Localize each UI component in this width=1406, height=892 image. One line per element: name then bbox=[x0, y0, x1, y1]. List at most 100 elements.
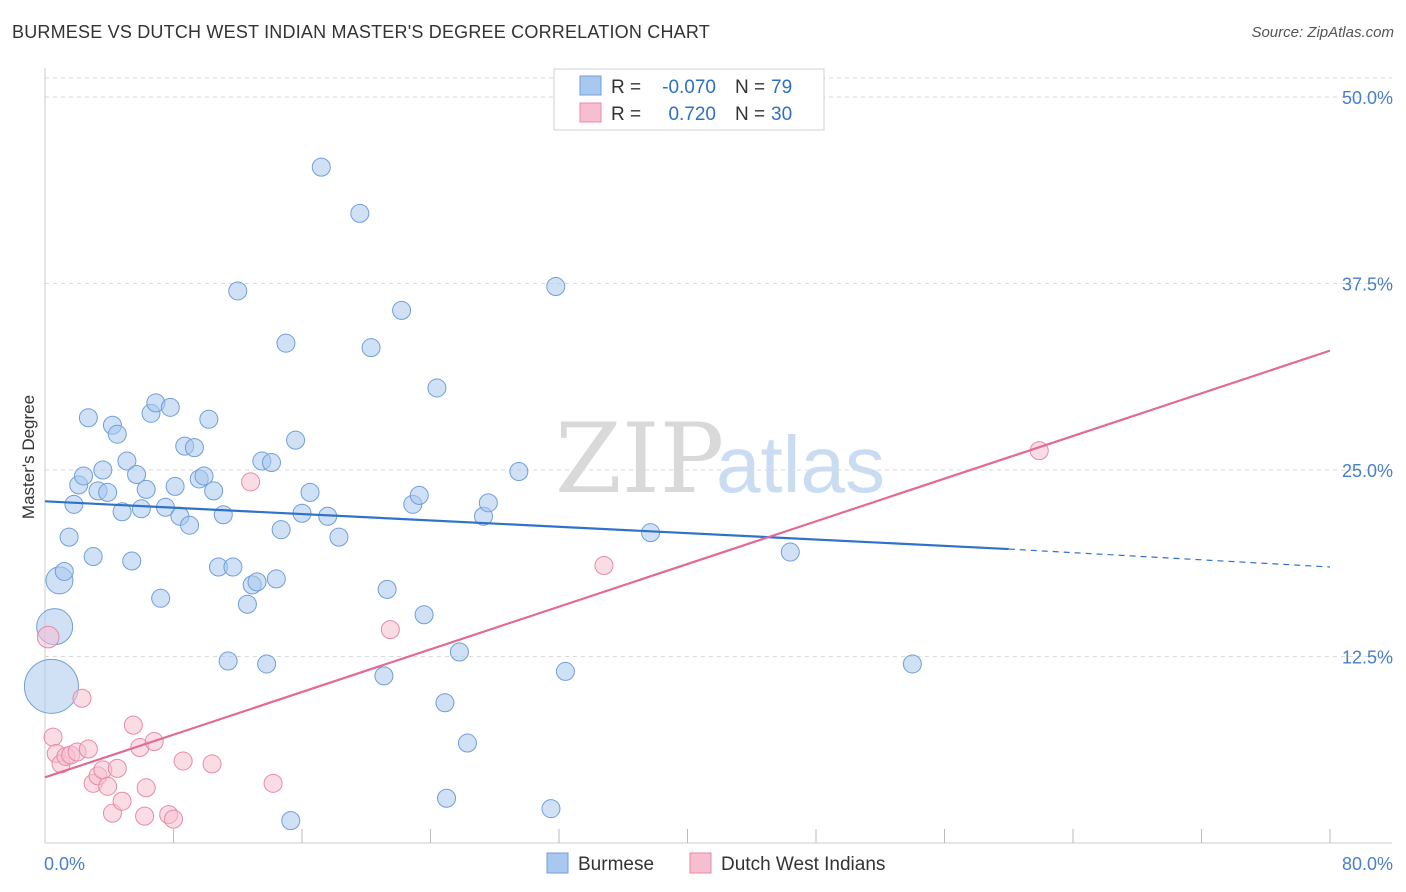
dutch-west-indian-point-0 bbox=[36, 625, 60, 649]
burmese-point-18 bbox=[127, 464, 147, 484]
trend-lines bbox=[44, 349, 1331, 779]
burmese-point-40 bbox=[237, 594, 257, 614]
burmese-point-72 bbox=[541, 799, 561, 819]
burmese-point-53 bbox=[311, 157, 331, 177]
dutch-west-indian-point-27 bbox=[380, 620, 400, 640]
y-tick-label-3: 50.0% bbox=[1342, 88, 1393, 108]
dutch-west-indian-point-23 bbox=[173, 751, 193, 771]
burmese-point-17 bbox=[122, 551, 142, 571]
legend-r-label-2: R = bbox=[611, 104, 641, 125]
source-label: Source: ZipAtlas.com bbox=[1251, 24, 1394, 41]
burmese-point-62 bbox=[409, 485, 429, 505]
dutch-west-indian-trend-line bbox=[44, 349, 1331, 779]
legend-n-label-2: N = bbox=[735, 104, 765, 125]
y-tick-label-2: 37.5% bbox=[1342, 275, 1393, 295]
dutch-west-indian-points bbox=[36, 441, 1049, 829]
burmese-point-0 bbox=[23, 658, 79, 714]
dutch-west-indian-point-24 bbox=[202, 754, 222, 774]
legend-n-value-2: 30 bbox=[771, 104, 792, 125]
burmese-point-68 bbox=[457, 733, 477, 753]
dutch-west-indian-point-16 bbox=[123, 715, 143, 735]
burmese-point-8 bbox=[78, 408, 98, 428]
legend-n-label-1: N = bbox=[735, 77, 765, 98]
burmese-point-30 bbox=[184, 438, 204, 458]
stats-legend: R = -0.070 N = 79 R = 0.720 N = 30 bbox=[553, 68, 825, 131]
y-axis-label: Master's Degree bbox=[19, 395, 38, 519]
burmese-points bbox=[23, 157, 922, 831]
dutch-west-indian-point-22 bbox=[164, 809, 183, 829]
burmese-point-52 bbox=[300, 482, 320, 502]
burmese-point-38 bbox=[223, 557, 243, 577]
burmese-point-55 bbox=[329, 527, 349, 547]
burmese-point-26 bbox=[165, 476, 185, 496]
dutch-west-indian-point-7 bbox=[72, 688, 92, 708]
burmese-point-45 bbox=[261, 453, 281, 473]
x-tick-label-0: 0.0% bbox=[44, 854, 85, 874]
burmese-point-74 bbox=[555, 661, 575, 681]
dutch-west-indian-point-14 bbox=[107, 758, 127, 778]
series-legend: Burmese Dutch West Indians bbox=[546, 852, 885, 875]
legend-n-value-1: 79 bbox=[771, 77, 792, 98]
dutch-west-indian-point-8 bbox=[78, 739, 98, 759]
burmese-point-67 bbox=[449, 642, 469, 662]
burmese-point-3 bbox=[54, 561, 74, 581]
bottom-legend-label-burmese: Burmese bbox=[578, 854, 654, 875]
burmese-point-47 bbox=[271, 520, 291, 540]
burmese-point-14 bbox=[107, 424, 127, 444]
watermark-atlas: atlas bbox=[716, 420, 885, 509]
burmese-point-34 bbox=[204, 481, 224, 501]
dutch-west-indian-point-12 bbox=[98, 776, 118, 796]
legend-swatch-dutch-west-indians bbox=[579, 102, 602, 123]
burmese-point-70 bbox=[478, 493, 498, 513]
burmese-point-73 bbox=[546, 276, 566, 296]
legend-r-label-1: R = bbox=[611, 77, 641, 98]
burmese-point-9 bbox=[83, 547, 103, 567]
burmese-point-32 bbox=[194, 466, 214, 486]
burmese-point-33 bbox=[199, 409, 219, 429]
burmese-point-16 bbox=[117, 451, 137, 471]
burmese-point-63 bbox=[414, 605, 434, 625]
burmese-point-12 bbox=[98, 482, 118, 502]
x-tick-label-1: 80.0% bbox=[1342, 854, 1393, 874]
burmese-point-5 bbox=[64, 494, 84, 514]
burmese-point-36 bbox=[213, 505, 233, 525]
x-tick-labels: 0.0% 80.0% bbox=[44, 854, 1393, 874]
burmese-point-44 bbox=[257, 654, 277, 674]
dutch-west-indian-point-18 bbox=[135, 806, 155, 826]
dutch-west-indian-point-19 bbox=[136, 778, 156, 798]
burmese-point-60 bbox=[392, 300, 412, 320]
burmese-point-76 bbox=[780, 542, 800, 562]
burmese-point-11 bbox=[93, 460, 113, 480]
burmese-trend-line bbox=[44, 500, 1009, 551]
burmese-point-23 bbox=[151, 588, 171, 608]
burmese-point-19 bbox=[131, 499, 151, 519]
burmese-point-15 bbox=[112, 502, 132, 522]
burmese-point-56 bbox=[350, 203, 370, 223]
burmese-point-71 bbox=[509, 461, 529, 481]
dutch-west-indian-point-15 bbox=[112, 791, 132, 811]
legend-r-value-1: -0.070 bbox=[662, 77, 716, 98]
burmese-point-20 bbox=[136, 479, 156, 499]
burmese-point-25 bbox=[160, 397, 180, 417]
burmese-trend-line-extension bbox=[1008, 548, 1331, 568]
burmese-point-59 bbox=[377, 579, 397, 599]
burmese-point-37 bbox=[218, 651, 238, 671]
bottom-legend-label-dutch-west-indians: Dutch West Indians bbox=[721, 854, 885, 875]
y-tick-label-0: 12.5% bbox=[1342, 648, 1393, 668]
bottom-legend-swatch-dutch-west-indians bbox=[689, 852, 712, 874]
y-tick-label-1: 25.0% bbox=[1342, 461, 1393, 481]
burmese-point-48 bbox=[276, 333, 296, 353]
chart-title: BURMESE VS DUTCH WEST INDIAN MASTER'S DE… bbox=[12, 22, 710, 42]
axes bbox=[44, 68, 1392, 844]
legend-r-value-2: 0.720 bbox=[668, 104, 716, 125]
burmese-point-29 bbox=[180, 515, 200, 535]
burmese-point-4 bbox=[59, 527, 79, 547]
burmese-point-64 bbox=[427, 378, 447, 398]
watermark-zip: ZIP bbox=[555, 403, 724, 515]
burmese-point-46 bbox=[266, 569, 286, 589]
dutch-west-indian-point-28 bbox=[594, 555, 614, 575]
burmese-point-39 bbox=[228, 281, 248, 301]
dutch-west-indian-point-25 bbox=[241, 472, 261, 492]
bottom-legend-swatch-burmese bbox=[546, 852, 569, 874]
